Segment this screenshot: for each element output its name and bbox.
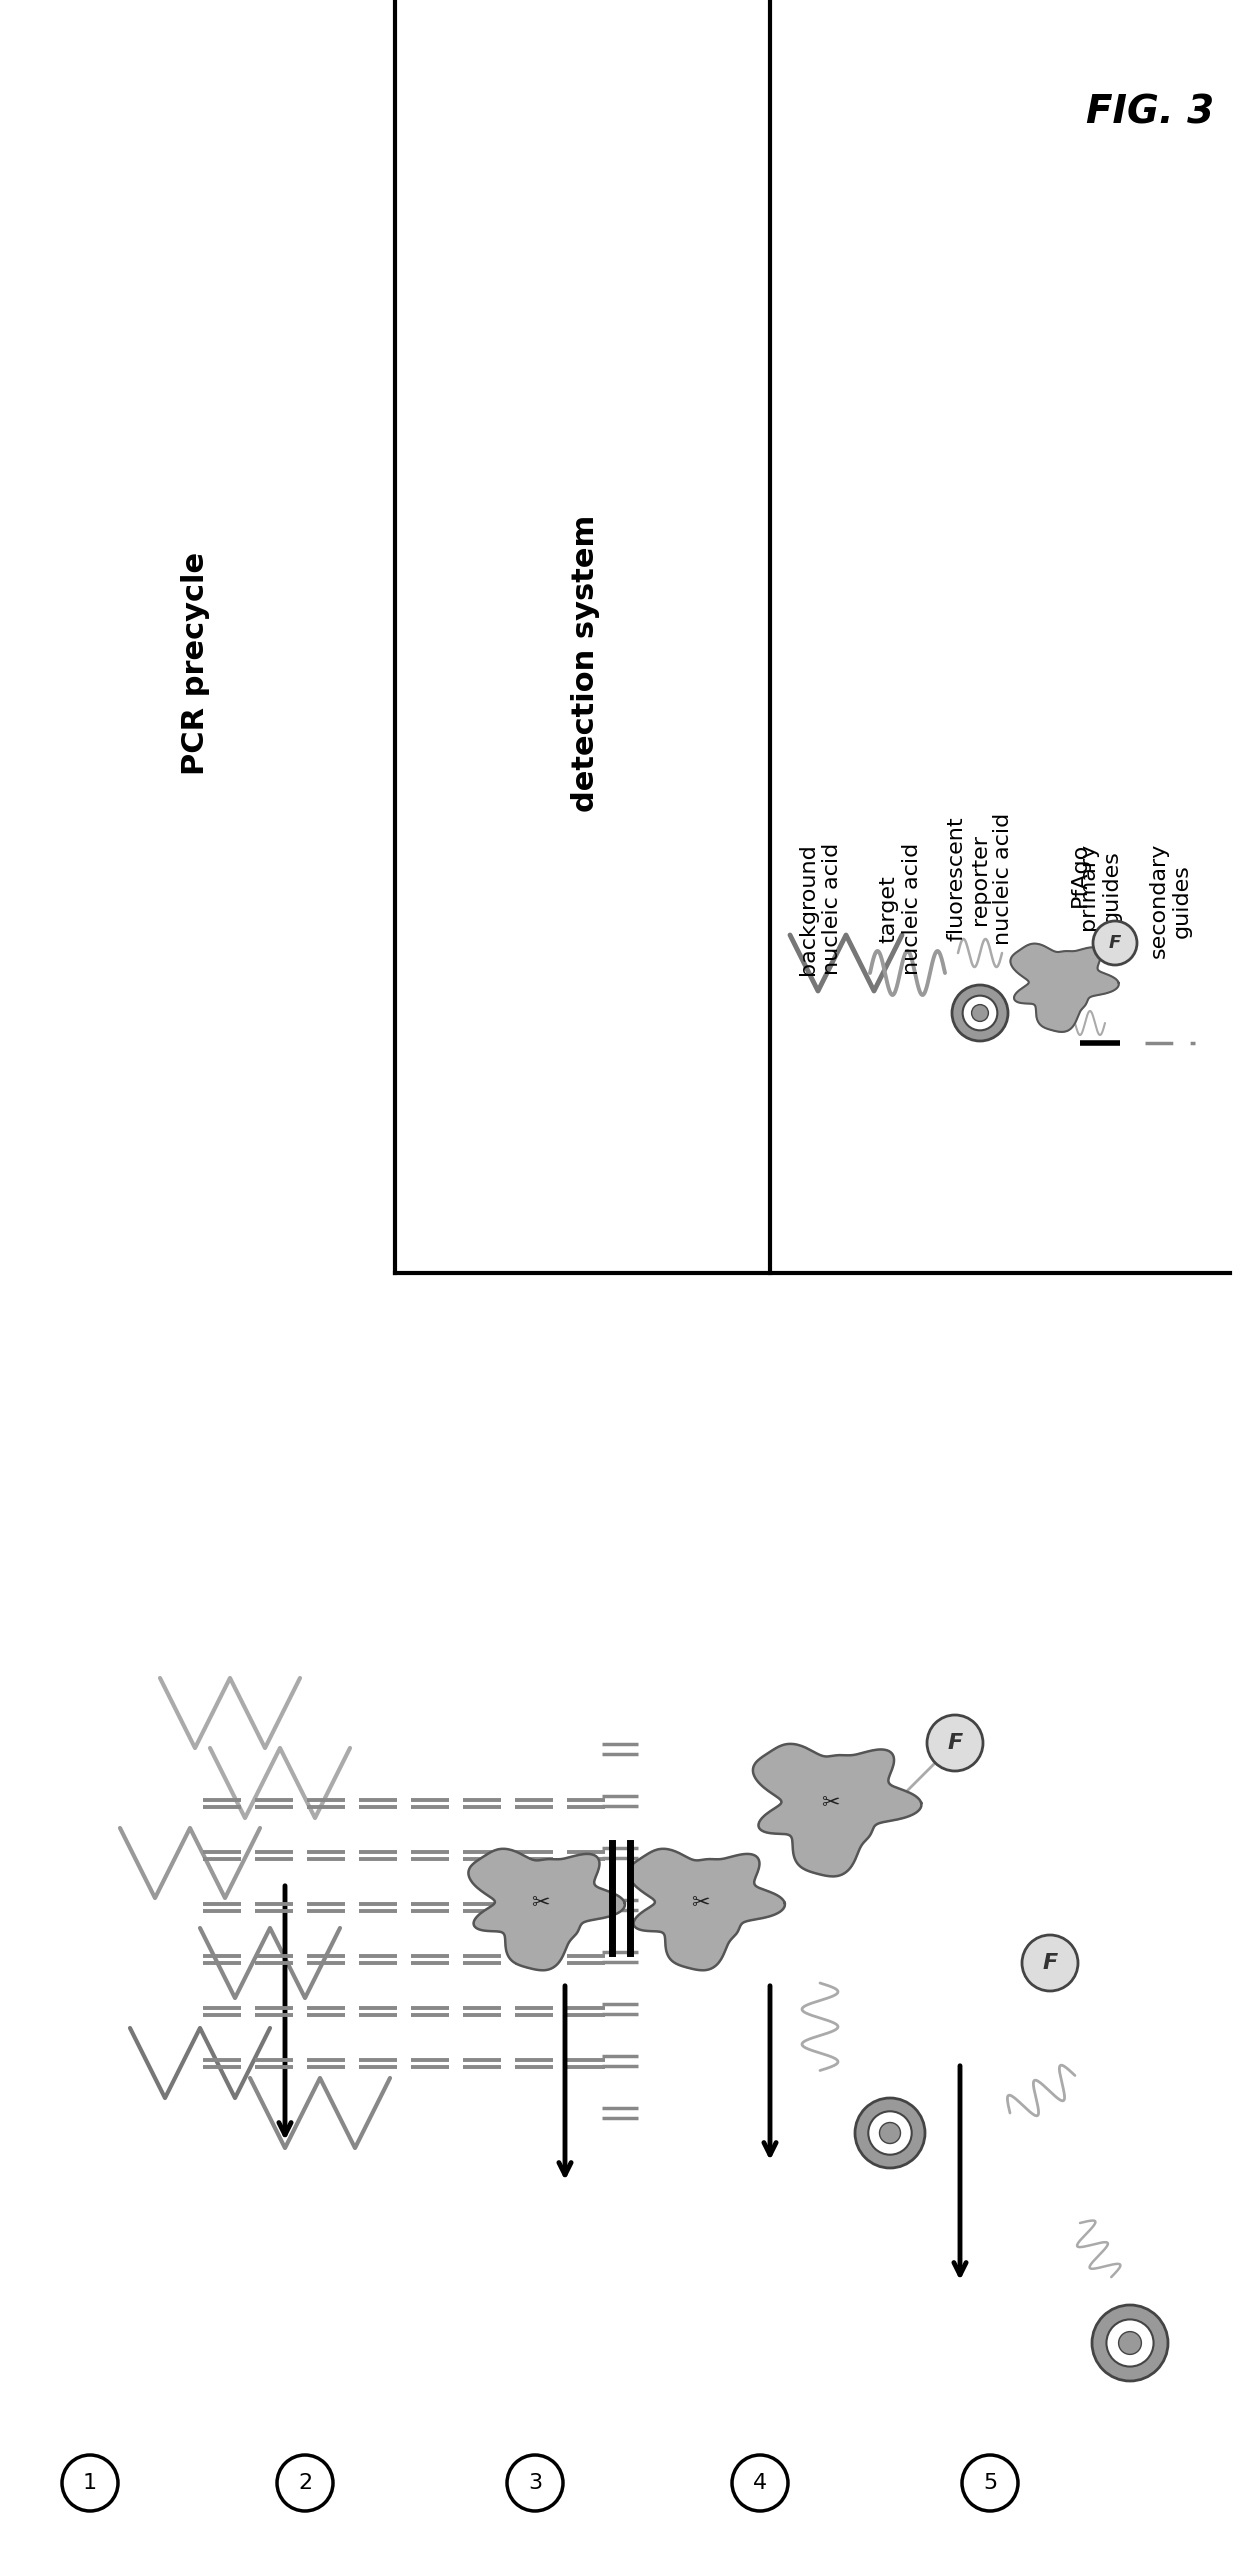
Text: detection system: detection system bbox=[570, 515, 599, 812]
Circle shape bbox=[962, 994, 997, 1030]
Text: F: F bbox=[947, 1733, 962, 1753]
Circle shape bbox=[1022, 1935, 1078, 1991]
Text: 5: 5 bbox=[983, 2473, 997, 2494]
Text: fluorescent
reporter
nucleic acid: fluorescent reporter nucleic acid bbox=[947, 812, 1013, 946]
Text: ✂: ✂ bbox=[691, 1894, 709, 1912]
Polygon shape bbox=[629, 1848, 785, 1971]
Text: primary
guides: primary guides bbox=[1079, 843, 1122, 930]
Circle shape bbox=[277, 2455, 334, 2512]
Text: FIG. 3: FIG. 3 bbox=[1086, 95, 1214, 133]
Text: PfAgo: PfAgo bbox=[1070, 843, 1090, 907]
Text: secondary
guides: secondary guides bbox=[1148, 843, 1192, 959]
Text: ✂: ✂ bbox=[821, 1794, 839, 1812]
Circle shape bbox=[1092, 2304, 1168, 2381]
Circle shape bbox=[732, 2455, 787, 2512]
Text: 3: 3 bbox=[528, 2473, 542, 2494]
Polygon shape bbox=[1011, 943, 1118, 1033]
Circle shape bbox=[1106, 2320, 1153, 2366]
Text: background
nucleic acid: background nucleic acid bbox=[799, 843, 842, 977]
Circle shape bbox=[928, 1715, 983, 1771]
Circle shape bbox=[507, 2455, 563, 2512]
Polygon shape bbox=[469, 1848, 625, 1971]
Circle shape bbox=[972, 1005, 988, 1023]
Polygon shape bbox=[753, 1743, 921, 1876]
Circle shape bbox=[856, 2099, 925, 2168]
Circle shape bbox=[962, 2455, 1018, 2512]
Circle shape bbox=[952, 984, 1008, 1041]
Circle shape bbox=[879, 2122, 900, 2143]
Circle shape bbox=[1118, 2332, 1141, 2355]
Text: ✂: ✂ bbox=[531, 1894, 549, 1912]
Text: F: F bbox=[1043, 1953, 1058, 1974]
Text: 4: 4 bbox=[753, 2473, 768, 2494]
Circle shape bbox=[1092, 920, 1137, 966]
Text: F: F bbox=[1109, 933, 1121, 951]
Text: PCR precycle: PCR precycle bbox=[181, 551, 210, 774]
Text: target
nucleic acid: target nucleic acid bbox=[878, 843, 921, 977]
Text: 1: 1 bbox=[83, 2473, 97, 2494]
Circle shape bbox=[62, 2455, 118, 2512]
Text: 2: 2 bbox=[298, 2473, 312, 2494]
Circle shape bbox=[868, 2112, 911, 2155]
